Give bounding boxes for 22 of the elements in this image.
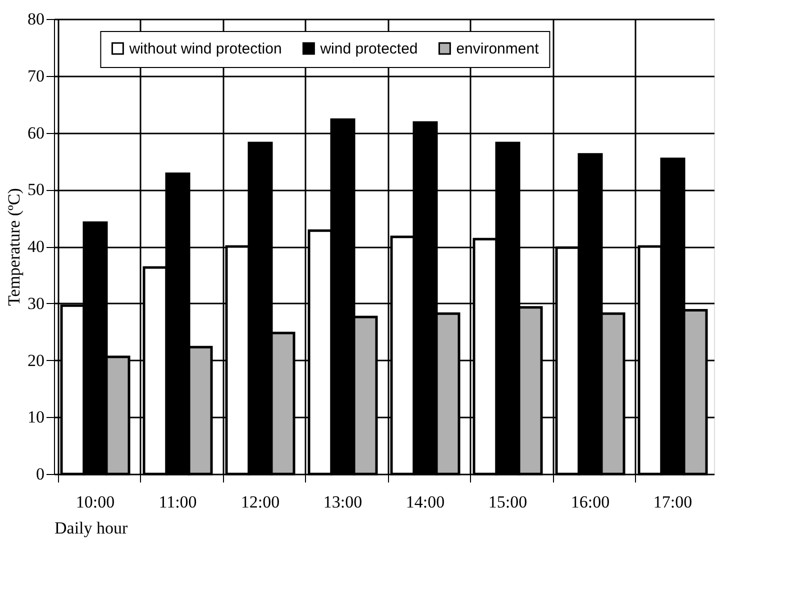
- x-tick-label: 13:00: [323, 492, 362, 512]
- x-tick-label: 12:00: [240, 492, 280, 512]
- x-tick-label: 16:00: [570, 492, 610, 512]
- y-tick-label: 50: [28, 180, 44, 200]
- x-axis-title: Daily hour: [54, 518, 128, 538]
- y-tick-label: 30: [28, 294, 44, 313]
- y-tick-label: 70: [28, 66, 44, 86]
- x-tick-label: 17:00: [653, 492, 692, 512]
- y-tick-label: 60: [28, 123, 44, 142]
- y-tick-label: 10: [28, 408, 44, 427]
- x-tick-label: 10:00: [76, 492, 115, 512]
- x-tick-label: 11:00: [158, 492, 197, 512]
- y-tick-label: 20: [28, 350, 44, 370]
- legend-label: without wind protection: [128, 40, 282, 58]
- y-axis-title: Temperature (ºC): [4, 188, 24, 306]
- legend-label: wind protected: [319, 40, 418, 58]
- y-tick-label: 40: [28, 237, 44, 256]
- y-tick-label: 0: [36, 464, 44, 484]
- legend-label: environment: [456, 40, 540, 58]
- y-tick-label: 80: [28, 10, 44, 28]
- x-tick-label: 15:00: [488, 492, 528, 512]
- x-tick-label: 14:00: [406, 492, 445, 512]
